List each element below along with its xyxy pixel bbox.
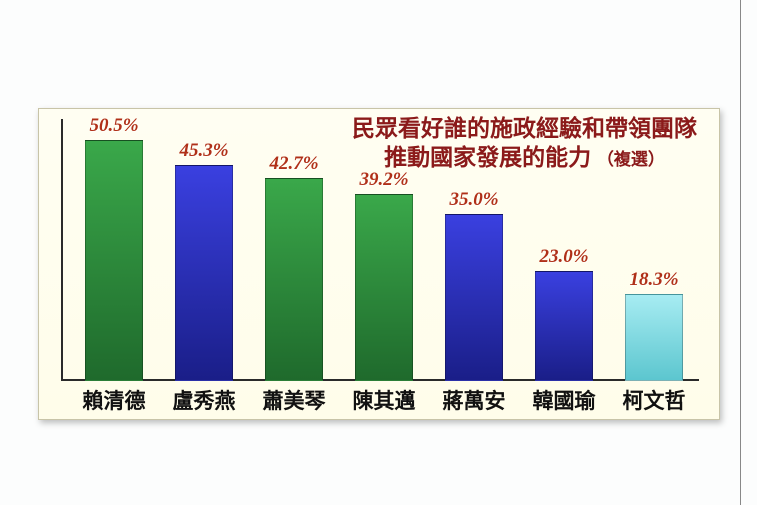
value-label: 23.0% xyxy=(539,246,588,268)
plot-area: 50.5% 45.3% 42.7% 39.2% 35.0% 23.0% 18.3% xyxy=(61,119,699,381)
bar: 35.0% xyxy=(445,214,503,381)
x-label: 蔣萬安 xyxy=(429,385,519,415)
x-label: 陳其邁 xyxy=(339,385,429,415)
x-label: 賴清德 xyxy=(69,385,159,415)
bar-slot: 39.2% xyxy=(339,119,429,381)
page-root: 民眾看好誰的施政經驗和帶領團隊 推動國家發展的能力 （複選） 50.5%45.3… xyxy=(0,0,757,505)
bar-slot: 23.0% xyxy=(519,119,609,381)
value-label: 42.7% xyxy=(269,153,318,175)
poll-bar-chart: 民眾看好誰的施政經驗和帶領團隊 推動國家發展的能力 （複選） 50.5%45.3… xyxy=(38,108,720,420)
bar: 42.7% xyxy=(265,178,323,381)
bar: 45.3% xyxy=(175,165,233,381)
value-label: 18.3% xyxy=(629,269,678,291)
bars-container: 50.5% 45.3% 42.7% 39.2% 35.0% 23.0% 18.3% xyxy=(69,119,699,381)
bar-slot: 50.5% xyxy=(69,119,159,381)
bar-slot: 45.3% xyxy=(159,119,249,381)
bar: 39.2% xyxy=(355,194,413,381)
bar-slot: 18.3% xyxy=(609,119,699,381)
value-label: 39.2% xyxy=(359,169,408,191)
bar: 23.0% xyxy=(535,271,593,381)
value-label: 50.5% xyxy=(89,115,138,137)
bar: 18.3% xyxy=(625,294,683,381)
value-label: 35.0% xyxy=(449,189,498,211)
bar-slot: 42.7% xyxy=(249,119,339,381)
bar: 50.5% xyxy=(85,140,143,381)
y-axis xyxy=(61,119,63,381)
x-label: 韓國瑜 xyxy=(519,385,609,415)
page-margin-right xyxy=(740,0,741,505)
x-label: 柯文哲 xyxy=(609,385,699,415)
x-label: 盧秀燕 xyxy=(159,385,249,415)
value-label: 45.3% xyxy=(179,140,228,162)
x-label: 蕭美琴 xyxy=(249,385,339,415)
bar-slot: 35.0% xyxy=(429,119,519,381)
x-labels: 賴清德盧秀燕蕭美琴陳其邁蔣萬安韓國瑜柯文哲 xyxy=(69,385,699,415)
